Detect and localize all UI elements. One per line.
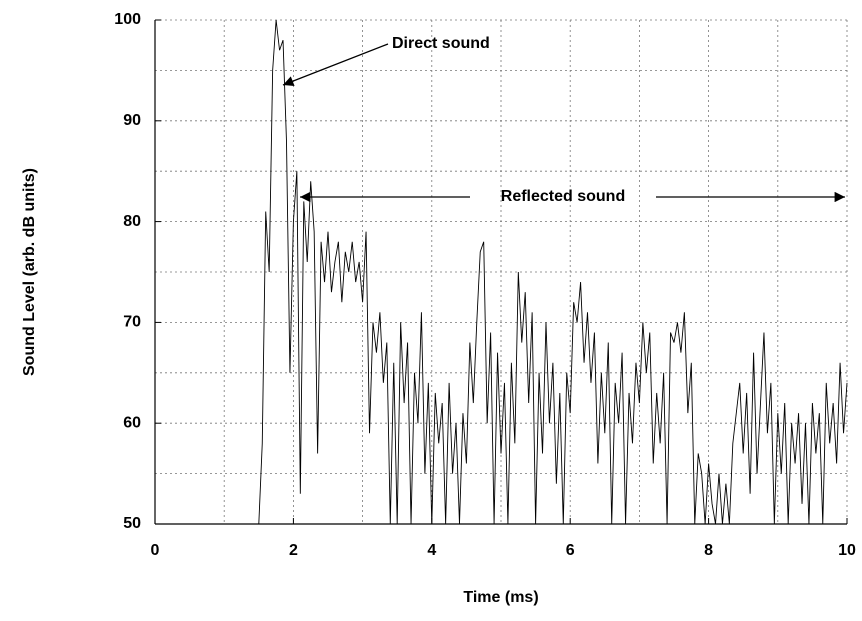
y-tick-label: 80 xyxy=(123,213,141,230)
x-axis-label: Time (ms) xyxy=(463,589,538,606)
x-tick-label: 0 xyxy=(151,542,160,559)
y-tick-label: 70 xyxy=(123,314,141,331)
annotation-arrow xyxy=(282,43,389,87)
x-tick-label: 4 xyxy=(427,542,436,559)
x-tick-label: 6 xyxy=(566,542,575,559)
y-axis-label: Sound Level (arb. dB units) xyxy=(21,168,38,376)
y-tick-label: 50 xyxy=(123,515,141,532)
y-tick-label: 60 xyxy=(123,414,141,431)
annotation: Direct sound xyxy=(392,35,490,52)
y-tick-label: 90 xyxy=(123,112,141,129)
x-tick-label: 2 xyxy=(289,542,298,559)
x-tick-label: 8 xyxy=(704,542,713,559)
x-tick-label: 10 xyxy=(838,542,856,559)
annotation: Reflected sound xyxy=(501,188,625,205)
line-series xyxy=(258,19,848,525)
y-tick-label: 100 xyxy=(114,11,141,28)
